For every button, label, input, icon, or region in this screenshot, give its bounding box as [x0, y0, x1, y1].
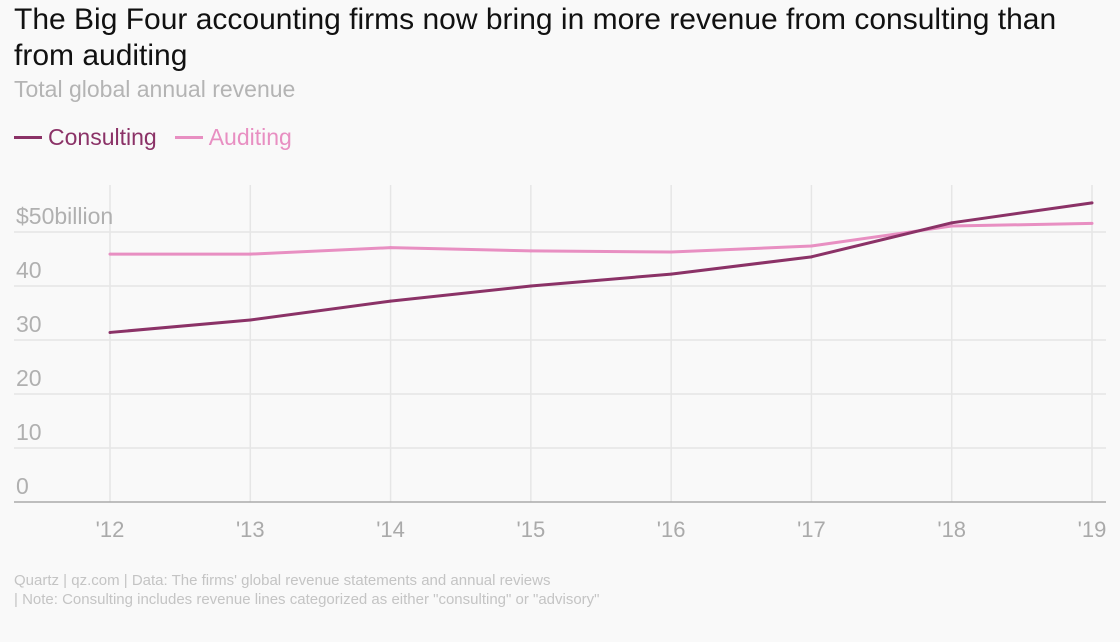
data-point-auditing: [1090, 221, 1094, 225]
legend-item-auditing: Auditing: [174, 124, 292, 151]
x-tick-label: '17: [797, 517, 826, 542]
data-point-consulting: [389, 299, 393, 303]
data-point-auditing: [389, 246, 393, 250]
y-tick-label: 10: [16, 419, 42, 445]
x-tick-label: '16: [657, 517, 686, 542]
x-tick-label: '13: [236, 517, 265, 542]
x-tick-label: '12: [96, 517, 125, 542]
x-tick-label: '19: [1078, 517, 1107, 542]
x-tick-label: '14: [376, 517, 405, 542]
legend: Consulting Auditing: [14, 124, 292, 151]
data-point-consulting: [1090, 201, 1094, 205]
series-line-consulting: [109, 201, 1093, 334]
data-point-consulting: [669, 272, 673, 276]
data-point-consulting: [809, 255, 813, 259]
y-tick-label: 30: [16, 311, 42, 337]
x-tick-label: '18: [937, 517, 966, 542]
legend-label-consulting: Consulting: [48, 124, 157, 150]
data-point-consulting: [529, 284, 533, 288]
line-chart: 0 10 20 30 40 $50billion '12 '13 '14 '15 '16 '17 '18…: [14, 185, 1107, 542]
data-point-auditing: [669, 250, 673, 254]
data-point-auditing: [809, 244, 813, 248]
footer: Quartz | qz.com | Data: The firms' globa…: [14, 571, 600, 609]
data-point-consulting: [108, 330, 112, 334]
data-point-auditing: [529, 249, 533, 253]
y-tick-label: 40: [16, 257, 42, 283]
y-tick-label: $50billion: [16, 203, 113, 229]
legend-item-consulting: Consulting: [14, 124, 157, 151]
x-tick-label: '15: [517, 517, 546, 542]
y-tick-label: 20: [16, 365, 42, 391]
chart-title: The Big Four accounting firms now bring …: [14, 3, 1057, 72]
y-tick-label: 0: [16, 473, 29, 499]
data-point-consulting: [248, 318, 252, 322]
chart-subtitle: Total global annual revenue: [14, 76, 296, 102]
legend-swatch-consulting: [14, 136, 42, 139]
legend-swatch-auditing: [174, 136, 203, 139]
series-line-auditing: [110, 221, 1093, 256]
footer-source: Quartz | qz.com | Data: The firms' globa…: [14, 572, 551, 589]
legend-label-auditing: Auditing: [208, 124, 292, 150]
data-point-consulting: [950, 221, 954, 225]
data-point-auditing: [950, 224, 954, 228]
data-point-auditing: [108, 252, 112, 256]
data-point-auditing: [248, 252, 252, 256]
footer-note: | Note: Consulting includes revenue line…: [14, 591, 600, 608]
